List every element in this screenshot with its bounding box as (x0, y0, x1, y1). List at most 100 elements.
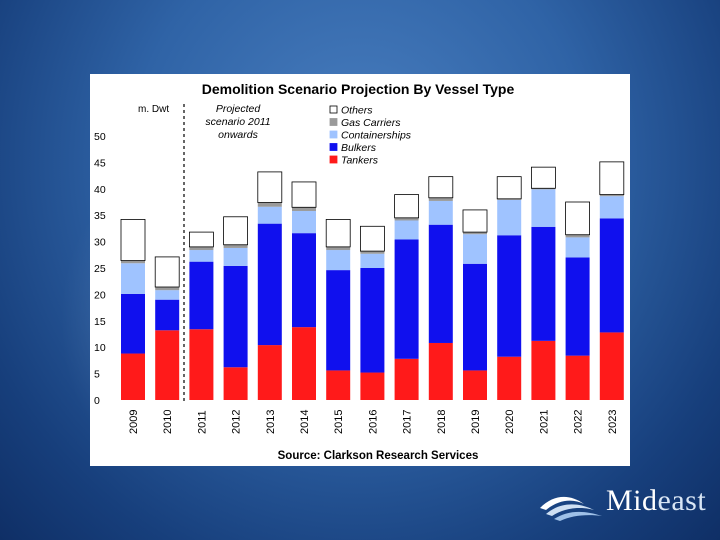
bar-segment-containerships (223, 247, 248, 266)
x-tick-label: 2011 (196, 410, 208, 434)
chart-title: Demolition Scenario Projection By Vessel… (202, 81, 515, 97)
chart-source: Source: Clarkson Research Services (278, 450, 479, 462)
bar-segment-gas-carriers (599, 194, 624, 197)
bar-segment-others (565, 201, 591, 236)
y-tick-label: 45 (94, 157, 106, 169)
bar-segment-gas-carriers (257, 202, 282, 207)
y-tick-label: 35 (94, 210, 106, 222)
bar-segment-gas-carriers (189, 246, 214, 251)
x-tick-label: 2019 (470, 410, 482, 434)
y-tick-label: 20 (94, 289, 106, 301)
x-tick-label: 2012 (231, 410, 243, 434)
bar-segment-bulkers (223, 265, 248, 368)
bar-segment-bulkers (599, 218, 624, 333)
y-tick-label: 0 (94, 395, 100, 407)
y-tick-label: 10 (94, 342, 106, 354)
bar-segment-tankers (428, 342, 453, 400)
bar-segment-gas-carriers (531, 188, 556, 190)
x-tick-label: 2017 (402, 410, 414, 434)
bar-segment-tankers (155, 330, 180, 400)
bar-segment-containerships (394, 220, 419, 240)
bar-segment-others (291, 181, 317, 208)
logo-text-main: Mid (606, 484, 658, 517)
x-tick-label: 2021 (538, 410, 550, 434)
bar-segment-tankers (463, 370, 487, 400)
bar-segment-containerships (292, 210, 316, 234)
bar-segment-gas-carriers (121, 260, 145, 264)
projection-annotation: Projected (216, 103, 262, 115)
bar-segment-tankers (360, 372, 385, 400)
bar-segment-gas-carriers (292, 207, 316, 211)
bar-segment-tankers (121, 353, 145, 400)
bar-segment-bulkers (121, 293, 145, 354)
legend-swatch-bulkers (329, 143, 338, 151)
demolition-chart: Demolition Scenario Projection By Vessel… (94, 81, 625, 462)
logo-wordmark: Mideast (606, 484, 706, 518)
bar-segment-bulkers (497, 235, 522, 357)
bar-segment-others (154, 256, 180, 288)
chart-card: Demolition Scenario Projection By Vessel… (90, 74, 630, 466)
y-unit-label: m. Dwt (138, 104, 169, 115)
legend-label: Gas Carriers (341, 117, 401, 129)
legend-swatch-gas-carriers (329, 118, 338, 126)
bar-segment-tankers (257, 345, 282, 400)
bar-segment-bulkers (257, 223, 282, 346)
bar-segment-others (120, 219, 146, 262)
bar-segment-others (394, 194, 420, 219)
bar-segment-others (257, 171, 283, 203)
x-tick-label: 2013 (265, 410, 277, 434)
bar-segment-tankers (292, 327, 316, 400)
bar-segment-others (223, 216, 249, 246)
bar-segment-tankers (565, 355, 590, 400)
bar-segment-others (325, 219, 351, 248)
bar-segment-gas-carriers (223, 244, 248, 248)
bar-segment-bulkers (360, 268, 385, 373)
bar-segment-containerships (257, 206, 282, 224)
bar-segment-tankers (394, 358, 419, 400)
y-tick-label: 30 (94, 237, 106, 249)
legend-swatch-tankers (329, 155, 338, 164)
bar-segment-bulkers (565, 257, 590, 356)
y-tick-label: 25 (94, 263, 106, 275)
wave-logo-icon (540, 496, 602, 521)
bar-segment-bulkers (394, 239, 419, 359)
bar-segment-containerships (189, 250, 214, 262)
bar-segment-tankers (497, 356, 522, 400)
bar-segment-gas-carriers (565, 234, 590, 238)
x-tick-label: 2016 (367, 410, 379, 434)
legend-swatch-others (329, 105, 338, 114)
bar-segment-containerships (155, 290, 180, 300)
bar-segment-bulkers (463, 263, 487, 371)
x-tick-label: 2010 (162, 410, 174, 434)
bar-segment-gas-carriers (326, 246, 351, 251)
bar-segment-containerships (497, 199, 522, 236)
bar-segment-containerships (121, 263, 145, 294)
bar-segment-bulkers (428, 224, 453, 343)
x-tick-label: 2014 (299, 410, 311, 434)
legend-label: Tankers (341, 155, 379, 167)
bar-segment-others (599, 161, 625, 196)
legend-label: Containerships (341, 130, 412, 142)
x-tick-label: 2023 (607, 410, 619, 434)
x-tick-label: 2022 (573, 410, 585, 434)
bar-segment-gas-carriers (463, 232, 487, 235)
legend-label: Bulkers (341, 142, 377, 154)
bar-segment-containerships (326, 250, 351, 271)
bar-segment-containerships (599, 196, 624, 219)
bar-segment-gas-carriers (394, 217, 419, 221)
bar-segment-others (496, 176, 522, 200)
bar-segment-gas-carriers (155, 287, 180, 291)
bar-segment-tankers (599, 332, 624, 400)
bar-segment-tankers (223, 367, 248, 400)
bar-segment-others (428, 176, 454, 199)
bar-segment-tankers (189, 329, 214, 400)
bar-segment-bulkers (292, 233, 316, 328)
projection-annotation: onwards (218, 129, 258, 141)
legend-label: Others (341, 105, 373, 117)
x-tick-label: 2009 (128, 410, 140, 434)
y-tick-label: 5 (94, 369, 100, 381)
logo-text-accent: east (657, 484, 707, 517)
bar-segment-bulkers (326, 270, 351, 371)
bar-segment-containerships (360, 253, 385, 268)
bar-segment-others (530, 166, 556, 189)
